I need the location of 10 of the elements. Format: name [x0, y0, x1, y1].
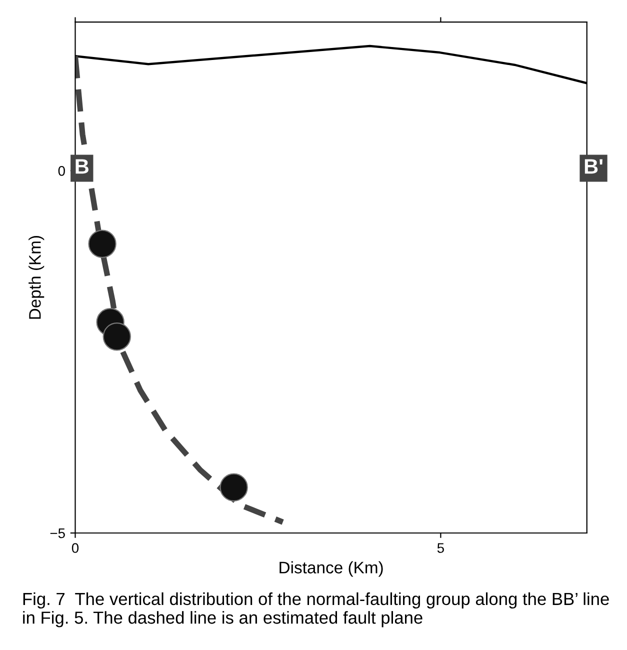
y-tick-label: −5	[50, 528, 65, 538]
caption: Fig. 7 The vertical distribution of the normal-faulting group along the BB’ line in Fig. 5. The dashed line is an estimated fault plane	[23, 592, 609, 628]
y-axis-title: Depth (Km)	[28, 236, 44, 319]
x-tick-label: 5	[437, 543, 444, 553]
point	[102, 322, 131, 351]
point	[88, 230, 116, 258]
annotation: B'	[584, 159, 602, 174]
point	[220, 473, 248, 502]
annotation: B	[76, 159, 88, 174]
x-axis-title: Distance (Km)	[280, 561, 383, 577]
